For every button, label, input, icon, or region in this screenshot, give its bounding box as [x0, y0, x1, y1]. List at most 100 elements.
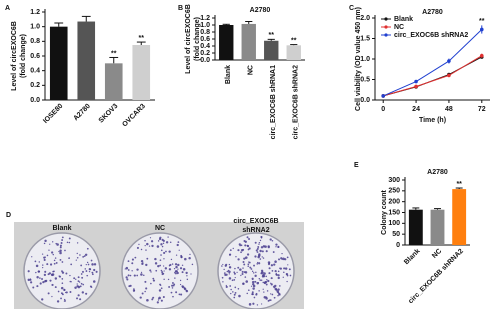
significance-label: ** [479, 18, 485, 25]
colony [35, 264, 39, 268]
colony [128, 285, 131, 288]
colony [61, 236, 64, 239]
colony [228, 273, 230, 275]
colony [163, 278, 165, 281]
colony [52, 270, 55, 273]
y-tick-label: 1.2 [200, 15, 210, 22]
colony [39, 282, 42, 285]
colony [256, 261, 259, 264]
colony [37, 270, 40, 273]
colony [289, 274, 292, 277]
colony [266, 290, 269, 292]
legend-marker [384, 25, 388, 29]
colony [222, 263, 224, 266]
colony [82, 255, 85, 258]
colony [254, 280, 257, 283]
colony [138, 243, 140, 246]
colony [44, 270, 47, 273]
y-tick-label: 1.0 [200, 22, 210, 29]
colony [287, 264, 289, 266]
colony [221, 276, 224, 279]
y-axis-label: (fold change) [194, 17, 201, 61]
colony [263, 272, 266, 275]
colony [43, 273, 47, 276]
colony [177, 263, 180, 267]
colony [163, 265, 165, 267]
colony [182, 267, 186, 271]
colony [80, 264, 83, 267]
colony [90, 286, 93, 288]
significance-label: ** [139, 35, 145, 42]
colony [125, 276, 128, 279]
colony [268, 267, 271, 270]
y-tick-label: 0.0 [360, 97, 370, 104]
colony [175, 272, 177, 275]
colony [258, 253, 261, 256]
colony [145, 249, 147, 251]
colony [174, 277, 176, 279]
x-tick-label: NC [431, 248, 443, 260]
colony [87, 263, 90, 266]
colony [257, 255, 260, 259]
colony [230, 288, 232, 291]
colony [267, 279, 270, 283]
colony [277, 291, 280, 294]
colony [179, 267, 183, 270]
series-line [383, 56, 483, 97]
colony [223, 272, 226, 274]
colony [278, 258, 281, 261]
colony [282, 276, 284, 278]
colony [233, 278, 236, 281]
colony [151, 244, 154, 248]
colony [149, 237, 152, 239]
y-tick-label: 0.0 [30, 97, 40, 104]
colony [70, 263, 73, 266]
colony [286, 274, 289, 277]
colony [61, 282, 64, 285]
colony [255, 271, 257, 274]
colony [125, 266, 129, 270]
colony [56, 243, 59, 246]
y-tick-label: 2.0 [360, 15, 370, 22]
colony [184, 257, 187, 261]
colony [49, 243, 51, 245]
colony [241, 272, 244, 275]
colony [237, 287, 240, 290]
colony [175, 254, 178, 256]
colony [59, 258, 62, 261]
chart-title: A2780 [422, 9, 443, 16]
legend-marker [384, 17, 388, 21]
colony [161, 245, 164, 248]
colony [65, 291, 67, 294]
colony [91, 273, 94, 276]
colony [57, 290, 60, 293]
colony [60, 292, 63, 295]
colony [252, 272, 255, 274]
colony [133, 274, 136, 277]
y-tick-label: 250 [388, 188, 400, 195]
bar [49, 26, 68, 101]
colony [170, 258, 173, 261]
colony [54, 277, 58, 280]
colony [169, 263, 172, 267]
y-tick-label: 50 [392, 231, 400, 238]
colony [171, 284, 174, 287]
colony [233, 271, 236, 274]
colony [271, 293, 274, 296]
colony [41, 298, 44, 301]
colony [131, 262, 134, 265]
colony [69, 291, 72, 294]
colony [259, 279, 262, 281]
colony [79, 298, 82, 301]
bar [219, 25, 234, 60]
colony [270, 283, 273, 286]
colony [252, 284, 256, 288]
colony [69, 280, 72, 283]
colony [258, 242, 261, 244]
colony [160, 287, 163, 290]
colony [168, 250, 171, 253]
colony [42, 264, 44, 266]
colony [49, 263, 53, 266]
colony [44, 280, 47, 283]
image-label: Blank [52, 225, 71, 232]
